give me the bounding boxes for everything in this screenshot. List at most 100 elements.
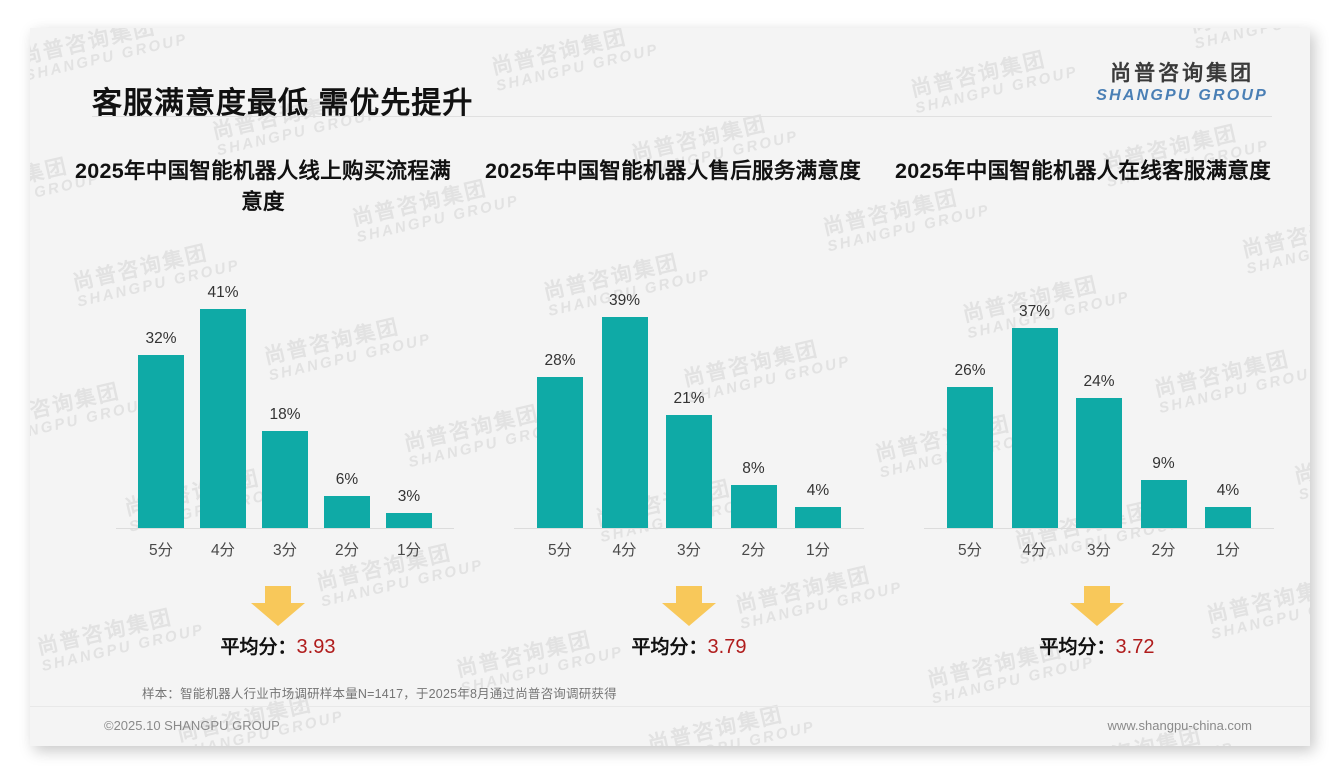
x-axis-labels: 5分 4分 3分 2分 1分 bbox=[130, 538, 440, 560]
x-tick-label: 2分 bbox=[1151, 542, 1176, 559]
x-tick-label: 4分 bbox=[210, 542, 236, 559]
average-score-value: 3.79 bbox=[707, 636, 747, 658]
chart-plot-area: 26% 37% 24% 9% bbox=[924, 284, 1274, 529]
bar bbox=[1205, 507, 1251, 529]
bar bbox=[262, 431, 308, 529]
bar bbox=[666, 414, 712, 529]
x-tick-label: 1分 bbox=[805, 542, 831, 559]
bar-slot: 3% bbox=[378, 284, 440, 529]
bar bbox=[795, 507, 841, 529]
chart-panel-online-service: 2025年中国智能机器人在线客服满意度 26% 37% 24% bbox=[878, 156, 1288, 676]
bar bbox=[386, 512, 432, 529]
brand-logo: 尚普咨询集团 SHANGPU GROUP bbox=[1096, 62, 1268, 105]
bar-value-label: 39% bbox=[608, 291, 641, 309]
average-score-value: 3.93 bbox=[296, 636, 336, 658]
average-score-block: 平均分：3.72 bbox=[906, 586, 1288, 676]
x-tick-label: 2分 bbox=[741, 542, 766, 559]
x-axis-labels: 5分 4分 3分 2分 1分 bbox=[938, 538, 1260, 560]
x-tick-label: 4分 bbox=[612, 542, 637, 559]
bar bbox=[138, 354, 184, 529]
logo-english-text: SHANGPU GROUP bbox=[1096, 87, 1268, 105]
x-tick-label: 3分 bbox=[1086, 542, 1112, 559]
bar bbox=[730, 485, 777, 529]
chart-panel-online-purchase: 2025年中国智能机器人线上购买流程满意度 32% 41% 18% bbox=[58, 156, 468, 676]
x-tick-label: 3分 bbox=[272, 542, 298, 559]
down-arrow-icon bbox=[1070, 586, 1124, 626]
bar-value-label: 4% bbox=[806, 482, 830, 500]
bar bbox=[1140, 480, 1187, 529]
x-tick-label: 5分 bbox=[148, 542, 174, 559]
charts-container: 2025年中国智能机器人线上购买流程满意度 32% 41% 18% bbox=[58, 156, 1288, 676]
average-score-block: 平均分：3.93 bbox=[88, 586, 468, 676]
bar-slot: 9% bbox=[1132, 284, 1196, 529]
chart-plot-area: 28% 39% 21% 8% bbox=[514, 284, 864, 529]
x-axis-line bbox=[514, 528, 864, 529]
bar-value-label: 32% bbox=[145, 329, 177, 347]
bar-value-label: 41% bbox=[207, 284, 239, 301]
bar-value-label: 18% bbox=[269, 406, 301, 423]
bar-value-label: 26% bbox=[954, 362, 986, 380]
average-score-value: 3.72 bbox=[1115, 636, 1155, 658]
bar-slot: 32% bbox=[130, 284, 192, 529]
bar-slot: 41% bbox=[192, 284, 254, 529]
bar-slot: 24% bbox=[1067, 284, 1131, 529]
bar-value-label: 9% bbox=[1152, 455, 1175, 472]
x-axis-line bbox=[924, 528, 1274, 529]
x-tick-label: 1分 bbox=[1215, 542, 1241, 559]
average-score-block: 平均分：3.79 bbox=[500, 586, 878, 676]
x-axis-labels: 5分 4分 3分 2分 1分 bbox=[528, 538, 850, 560]
bar-slot: 6% bbox=[316, 284, 378, 529]
website-url: www.shangpu-china.com bbox=[1107, 718, 1252, 733]
source-footnote: 样本：智能机器人行业市场调研样本量N=1417，于2025年8月通过尚普咨询调研… bbox=[142, 687, 617, 701]
average-score-label: 平均分： bbox=[220, 637, 297, 658]
average-score-label: 平均分： bbox=[631, 637, 708, 658]
bar-value-label: 21% bbox=[673, 389, 705, 407]
bar bbox=[1011, 327, 1058, 529]
average-score-text: 平均分：3.79 bbox=[632, 632, 747, 659]
logo-chinese-text: 尚普咨询集团 bbox=[1110, 62, 1255, 85]
bar-slot: 4% bbox=[1196, 284, 1260, 529]
chart-title: 2025年中国智能机器人线上购买流程满意度 bbox=[74, 159, 452, 214]
title-divider bbox=[92, 116, 1272, 117]
chart-title: 2025年中国智能机器人售后服务满意度 bbox=[484, 159, 862, 183]
average-score-text: 平均分：3.93 bbox=[221, 632, 336, 659]
bar-value-label: 6% bbox=[335, 471, 359, 489]
bar-slot: 18% bbox=[254, 284, 316, 529]
average-score-label: 平均分： bbox=[1039, 637, 1116, 658]
bar bbox=[537, 376, 583, 529]
bar bbox=[947, 387, 993, 529]
bar bbox=[324, 496, 370, 529]
x-tick-label: 4分 bbox=[1022, 542, 1047, 559]
chart-title: 2025年中国智能机器人在线客服满意度 bbox=[894, 159, 1272, 183]
bar-group: 26% 37% 24% 9% bbox=[938, 284, 1260, 529]
chart-plot-area: 32% 41% 18% 6% bbox=[116, 284, 454, 529]
bar-value-label: 24% bbox=[1083, 373, 1115, 391]
average-score-text: 平均分：3.72 bbox=[1040, 632, 1155, 659]
bar-slot: 8% bbox=[722, 284, 786, 529]
bar-group: 32% 41% 18% 6% bbox=[130, 284, 440, 529]
bar-group: 28% 39% 21% 8% bbox=[528, 284, 850, 529]
bar-slot: 21% bbox=[657, 284, 721, 529]
bar-slot: 39% bbox=[593, 284, 657, 529]
bar-slot: 4% bbox=[786, 284, 850, 529]
x-axis-line bbox=[116, 528, 454, 529]
bar-slot: 28% bbox=[528, 284, 592, 529]
down-arrow-icon bbox=[251, 586, 305, 626]
slide-header: 客服满意度最低 需优先提升 尚普咨询集团 SHANGPU GROUP bbox=[30, 28, 1310, 120]
x-tick-label: 1分 bbox=[396, 542, 422, 559]
x-tick-label: 3分 bbox=[676, 542, 702, 559]
x-tick-label: 5分 bbox=[957, 542, 983, 559]
bar-value-label: 3% bbox=[397, 487, 421, 505]
bar-slot: 37% bbox=[1003, 284, 1067, 529]
bar-value-label: 28% bbox=[544, 351, 576, 369]
bar bbox=[1076, 398, 1122, 529]
down-arrow-icon bbox=[662, 586, 716, 626]
x-tick-label: 2分 bbox=[334, 542, 360, 559]
bar-value-label: 8% bbox=[742, 460, 765, 478]
bar-slot: 26% bbox=[938, 284, 1002, 529]
chart-panel-after-sales: 2025年中国智能机器人售后服务满意度 28% 39% 21% bbox=[468, 156, 878, 676]
bar-value-label: 37% bbox=[1018, 302, 1051, 320]
bar-value-label: 4% bbox=[1216, 482, 1240, 500]
bar bbox=[601, 316, 648, 529]
